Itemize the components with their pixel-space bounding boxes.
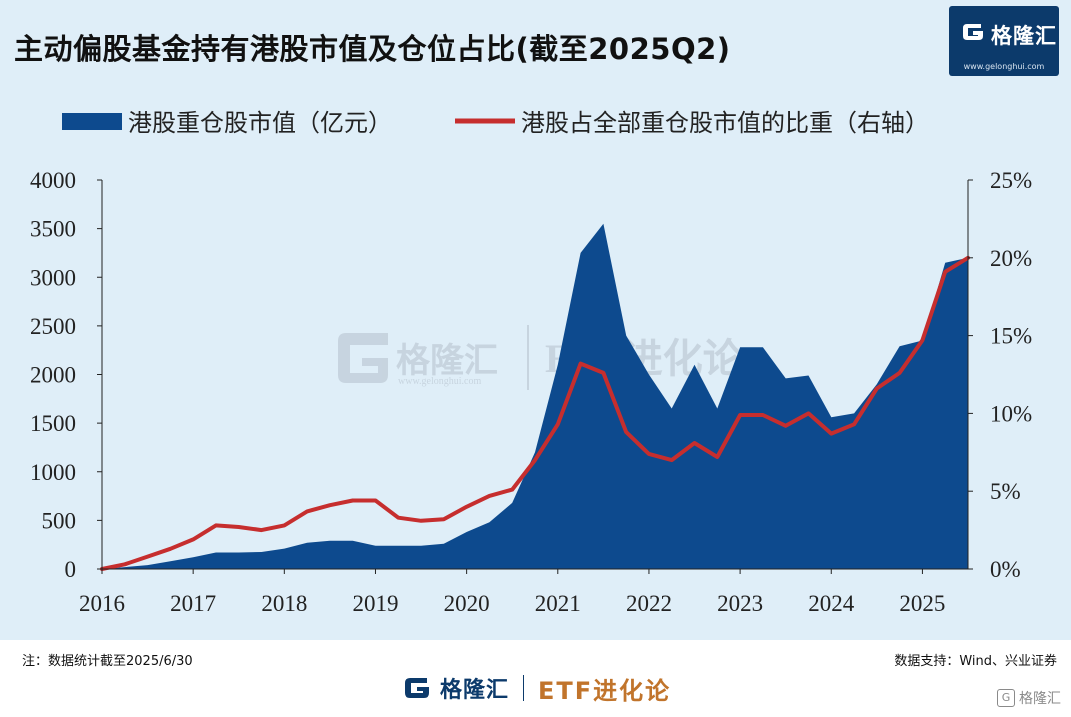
x-tick-label: 2023 <box>717 591 763 616</box>
gelonghui-footer-logo-icon <box>405 678 429 698</box>
legend-label-area: 港股重仓股市值（亿元） <box>128 110 392 137</box>
brand-url: www.gelonghui.com <box>963 62 1045 71</box>
legend: 港股重仓股市值（亿元） 港股占全部重仓股市值的比重（右轴） <box>62 110 929 137</box>
x-tick-label: 2025 <box>899 591 945 616</box>
y-left-tick-label: 4000 <box>30 168 76 193</box>
x-tick-label: 2018 <box>261 591 307 616</box>
footer-brand-name: 格隆汇 <box>440 678 510 703</box>
plot-area <box>100 223 970 571</box>
hk-stock-holdings-chart: 格隆汇 www.gelonghui.com ETF进化论 0 500 1000 150… <box>30 110 1032 616</box>
legend-label-line: 港股占全部重仓股市值的比重（右轴） <box>521 110 929 137</box>
y-right-tick-label: 10% <box>990 401 1032 426</box>
footer-divider <box>523 675 525 701</box>
data-source: 数据支持：Wind、兴业证券 <box>894 654 1057 669</box>
y-left-tick-label: 500 <box>42 508 77 533</box>
y-left-tick-label: 3000 <box>30 265 76 290</box>
brand-badge[interactable]: 格隆汇 www.gelonghui.com <box>949 6 1059 76</box>
x-tick-label: 2020 <box>444 591 490 616</box>
y-right-tick-label: 15% <box>990 324 1032 349</box>
y-right-tick-label: 0% <box>990 557 1021 582</box>
corner-logo-icon: G <box>997 689 1015 707</box>
x-tick-label: 2022 <box>626 591 672 616</box>
watermark-url: www.gelonghui.com <box>398 376 481 387</box>
footer-tag: ETF进化论 <box>538 676 672 705</box>
y-left-tick-label: 2000 <box>30 363 76 388</box>
watermark-logo-icon <box>338 333 388 383</box>
x-tick-label: 2017 <box>170 591 216 616</box>
series-area-hk-holdings <box>102 223 968 570</box>
x-tick-label: 2024 <box>808 591 855 616</box>
y-left-tick-label: 1500 <box>30 411 76 436</box>
gelonghui-logo-icon <box>963 24 983 40</box>
legend-swatch-area <box>62 113 122 130</box>
brand-name: 格隆汇 <box>991 24 1057 48</box>
data-note: 注：数据统计截至2025/6/30 <box>22 654 193 669</box>
watermark-brand: 格隆汇 <box>396 342 498 380</box>
y-right-tick-label: 25% <box>990 168 1032 193</box>
corner-brand-name: 格隆汇 <box>1019 691 1061 707</box>
footer-brand[interactable]: 格隆汇 ETF进化论 <box>402 672 672 705</box>
series-line-hk-share <box>100 255 970 571</box>
y-right-tick-label: 5% <box>990 479 1021 504</box>
x-tick-label: 2016 <box>79 591 125 616</box>
y-right-tick-label: 20% <box>990 246 1032 271</box>
corner-watermark: G 格隆汇 <box>997 688 1061 708</box>
x-tick-label: 2019 <box>352 591 398 616</box>
y-left-tick-label: 2500 <box>30 314 76 339</box>
x-tick-label: 2021 <box>535 591 581 616</box>
y-left-tick-label: 3500 <box>30 217 76 242</box>
axes: 0 500 1000 1500 2000 2500 3000 3500 4000 0% 5% 10% 1… <box>30 168 1032 616</box>
y-left-tick-label: 0 <box>65 557 77 582</box>
watermark: 格隆汇 www.gelonghui.com ETF进化论 <box>338 325 744 390</box>
y-left-tick-label: 1000 <box>30 460 76 485</box>
chart-title: 主动偏股基金持有港股市值及仓位占比(截至2025Q2) <box>14 32 731 66</box>
